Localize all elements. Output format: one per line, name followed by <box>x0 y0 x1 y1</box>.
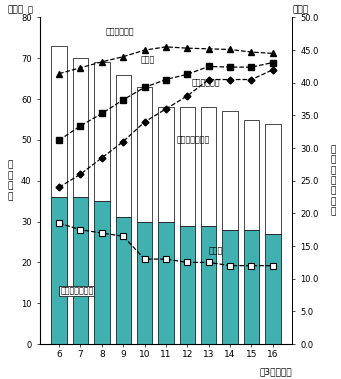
Bar <box>222 111 238 230</box>
Text: 卒業者数（男）: 卒業者数（男） <box>60 287 93 296</box>
Bar <box>180 107 195 226</box>
Bar <box>94 201 109 344</box>
Text: 進学率（男）: 進学率（男） <box>192 78 220 87</box>
Text: 進学率（女）: 進学率（女） <box>106 27 135 36</box>
Bar <box>137 222 152 344</box>
Bar <box>94 63 109 201</box>
Text: 卒業者数（女）: 卒業者数（女） <box>177 135 210 144</box>
Bar <box>116 218 131 344</box>
Bar <box>116 75 131 218</box>
Bar <box>265 234 281 344</box>
Bar <box>265 124 281 234</box>
Bar <box>244 119 259 230</box>
Text: 進学率: 進学率 <box>140 55 154 64</box>
Bar <box>201 226 217 344</box>
X-axis label: 年3月卒業者: 年3月卒業者 <box>260 367 292 376</box>
Bar <box>51 46 67 197</box>
Bar <box>201 107 217 226</box>
Bar <box>244 230 259 344</box>
Y-axis label: 進
学
率
・
就
職
率: 進 学 率 ・ 就 職 率 <box>330 145 336 216</box>
Bar <box>73 197 88 344</box>
Bar <box>137 87 152 222</box>
Bar <box>51 197 67 344</box>
Bar <box>222 230 238 344</box>
Y-axis label: 卒
業
者
数: 卒 業 者 数 <box>7 161 13 201</box>
Text: 千: 千 <box>27 5 32 14</box>
Text: （人）: （人） <box>7 5 23 14</box>
Bar <box>73 58 88 197</box>
Text: 就職率: 就職率 <box>209 247 223 256</box>
Bar <box>180 226 195 344</box>
Text: （％）: （％） <box>292 5 308 14</box>
Bar <box>158 222 174 344</box>
Bar <box>158 107 174 222</box>
